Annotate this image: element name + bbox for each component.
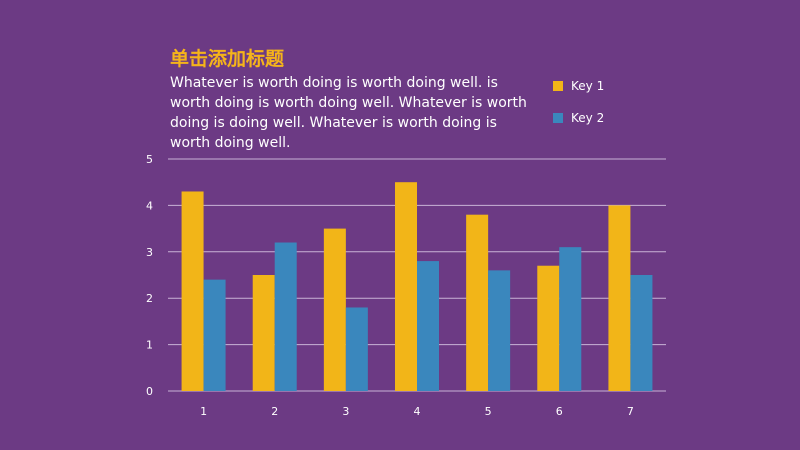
slide-title: 单击添加标题 — [170, 48, 285, 70]
bar-key-2-4 — [417, 261, 439, 391]
bar-key-1-6 — [537, 265, 560, 391]
y-tick-label: 0 — [146, 385, 153, 398]
x-tick-label: 7 — [627, 405, 634, 418]
legend-item-key-2: Key 2 — [553, 110, 604, 126]
x-tick-label: 2 — [271, 405, 278, 418]
bar-key-1-3 — [323, 228, 346, 391]
legend-swatch-key-1 — [553, 81, 563, 91]
bar-key-2-2 — [274, 242, 297, 391]
bar-key-2-6 — [559, 247, 582, 391]
x-tick-label: 6 — [556, 405, 563, 418]
bar-key-2-1 — [203, 279, 226, 391]
legend-item-key-1: Key 1 — [553, 78, 604, 94]
bar-key-2-7 — [630, 275, 653, 391]
bar-key-1-7 — [608, 205, 631, 391]
bar-key-2-5 — [488, 270, 511, 391]
legend-label-key-1: Key 1 — [571, 79, 605, 93]
bar-key-1-4 — [395, 182, 417, 391]
y-tick-label: 3 — [146, 246, 153, 259]
y-tick-label: 2 — [146, 292, 153, 305]
y-tick-label: 4 — [146, 199, 153, 212]
y-tick-label: 5 — [146, 153, 153, 166]
y-tick-label: 1 — [146, 339, 153, 352]
slide-subtitle: Whatever is worth doing is worth doing w… — [170, 75, 527, 151]
chart-legend: Key 1 Key 2 — [553, 78, 604, 142]
bar-key-1-2 — [252, 275, 275, 391]
x-tick-label: 3 — [342, 405, 349, 418]
legend-label-key-2: Key 2 — [571, 111, 605, 125]
bar-key-2-3 — [345, 307, 368, 391]
legend-swatch-key-2 — [553, 113, 563, 123]
x-tick-label: 5 — [485, 405, 492, 418]
bar-key-1-5 — [466, 214, 489, 391]
x-tick-label: 1 — [200, 405, 207, 418]
bar-key-1-1 — [181, 191, 204, 391]
x-tick-label: 4 — [414, 405, 421, 418]
